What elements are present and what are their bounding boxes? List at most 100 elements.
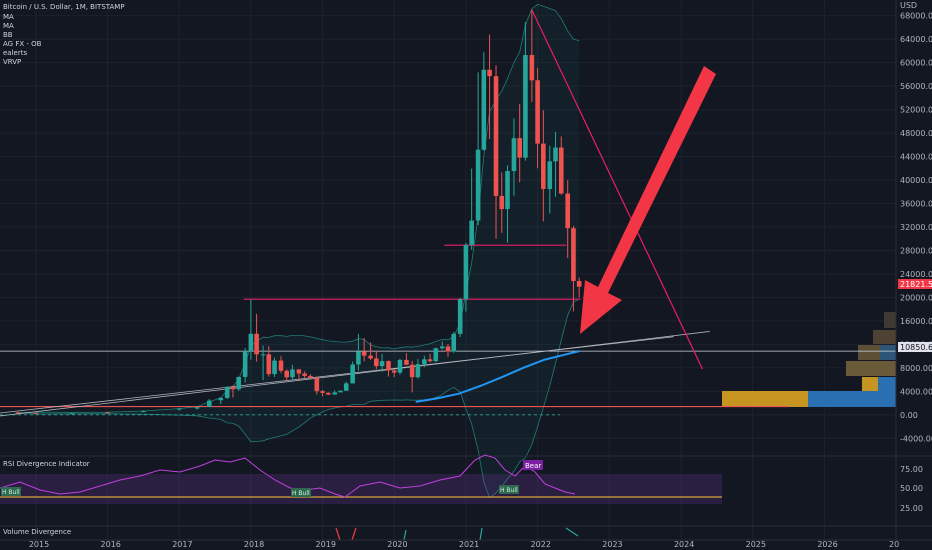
candle-body[interactable] (397, 359, 403, 373)
candle-body[interactable] (547, 161, 553, 189)
candle-body[interactable] (457, 299, 463, 334)
candle-body[interactable] (260, 354, 266, 356)
candle-body[interactable] (505, 171, 510, 210)
candle-body[interactable] (361, 351, 367, 356)
candle-body[interactable] (529, 55, 535, 81)
candle-body[interactable] (176, 408, 182, 410)
candle-body[interactable] (386, 361, 391, 371)
candle-body[interactable] (565, 193, 571, 229)
candle-body[interactable] (576, 280, 582, 287)
candle-body[interactable] (523, 55, 528, 158)
candle-body[interactable] (571, 228, 576, 281)
candle-body[interactable] (338, 390, 343, 393)
indicator-vrvp[interactable]: VRVP (3, 58, 21, 66)
candle-body[interactable] (493, 76, 499, 196)
indicator-bb[interactable]: BB (3, 31, 13, 39)
candle-body[interactable] (553, 147, 558, 162)
candle-body[interactable] (404, 359, 409, 365)
price-axis[interactable]: 68000.00 64000.00 60000.00 56000.00 52000.00… (900, 12, 932, 444)
candle-body[interactable] (284, 370, 290, 378)
candle-body[interactable] (451, 333, 457, 352)
rsi-axis-50: 50.00 (900, 484, 923, 493)
price-tick-label: 56000.00 (900, 82, 932, 91)
candle-body[interactable] (487, 69, 492, 77)
time-tick-label: 2017 (172, 540, 192, 549)
candle-body[interactable] (332, 392, 338, 395)
candle-body[interactable] (481, 69, 487, 150)
candle-body[interactable] (374, 358, 379, 367)
candle-body[interactable] (558, 147, 564, 194)
candle-body[interactable] (224, 387, 230, 398)
candle-body[interactable] (254, 333, 259, 355)
candle-body[interactable] (194, 407, 200, 409)
candle-body[interactable] (415, 364, 421, 378)
volume-divergence-title[interactable]: Volume Divergence (3, 528, 71, 536)
candle-body[interactable] (236, 376, 241, 390)
candle-body[interactable] (427, 359, 433, 362)
candle-body[interactable] (350, 364, 355, 384)
price-tick-label: 4000.00 (900, 387, 932, 396)
indicator-ealerts[interactable]: ealerts (3, 49, 27, 57)
candle-body[interactable] (105, 412, 110, 414)
candle-body[interactable] (368, 355, 373, 359)
candle-body[interactable] (296, 369, 302, 374)
descending-trend-line[interactable] (531, 9, 704, 370)
candle-body[interactable] (230, 387, 236, 390)
bull-badge (499, 485, 519, 494)
candle-body[interactable] (266, 354, 272, 375)
volume-profile (722, 312, 896, 407)
candle-body[interactable] (69, 413, 74, 415)
candle-body[interactable] (290, 369, 295, 378)
price-tick-label: 52000.00 (900, 106, 932, 115)
candle-body[interactable] (409, 364, 415, 378)
price-tick-label: 28000.00 (900, 246, 932, 255)
candle-body[interactable] (463, 244, 469, 300)
candle-body[interactable] (511, 138, 517, 172)
candle-body[interactable] (541, 143, 546, 189)
price-tick-label: 16000.00 (900, 317, 932, 326)
candle-body[interactable] (356, 351, 361, 365)
candle-body[interactable] (302, 373, 307, 376)
bull-badge-label: H Bull (500, 487, 518, 494)
bear-badge (523, 460, 543, 470)
candle-body[interactable] (475, 149, 481, 221)
candle-body[interactable] (469, 220, 474, 245)
candle-body[interactable] (325, 392, 331, 395)
bollinger-upper-band (17, 3, 580, 413)
bull-badge (291, 488, 311, 497)
indicator-ma-1[interactable]: MA (3, 13, 14, 21)
candle-body[interactable] (517, 138, 522, 158)
symbol-title[interactable]: Bitcoin / U.S. Dollar, 1M, BITSTAMP (3, 3, 125, 11)
candle-body[interactable] (314, 377, 320, 392)
candle-body[interactable] (343, 383, 349, 391)
candle-body[interactable] (445, 346, 451, 352)
time-axis[interactable]: 2015 2016 2017 2018 2019 2020 2021 2022 2023 2024… (29, 540, 899, 549)
time-tick-label: 20 (889, 540, 899, 549)
candle-body[interactable] (272, 360, 277, 375)
candle-body[interactable] (499, 195, 505, 210)
rsi-axis-25: 25.00 (900, 504, 923, 513)
candle-body[interactable] (248, 333, 254, 352)
rsi-title[interactable]: RSI Divergence Indicator (3, 460, 90, 468)
candle-body[interactable] (207, 400, 212, 407)
candle-body[interactable] (218, 397, 224, 401)
candle-body[interactable] (535, 80, 540, 144)
indicator-ma-2[interactable]: MA (3, 22, 14, 30)
candle-body[interactable] (379, 361, 385, 367)
indicator-ag-fx[interactable]: AG FX - OB (3, 40, 42, 48)
candle-body[interactable] (308, 375, 313, 378)
last-price-value: 21821.55 (900, 280, 932, 289)
candle-body[interactable] (15, 412, 21, 414)
candle-body[interactable] (141, 411, 146, 413)
candle-body[interactable] (33, 412, 39, 414)
candle-body[interactable] (439, 346, 445, 349)
candle-body[interactable] (320, 391, 325, 393)
candle-body[interactable] (278, 360, 284, 371)
candle-body[interactable] (242, 351, 248, 377)
currency-label: USD (900, 1, 917, 10)
candle-body[interactable] (422, 359, 427, 365)
time-tick-label: 2022 (531, 540, 551, 549)
candle-body[interactable] (433, 348, 439, 362)
bear-badge-label: Bear (525, 462, 541, 470)
candle-body[interactable] (391, 370, 397, 373)
